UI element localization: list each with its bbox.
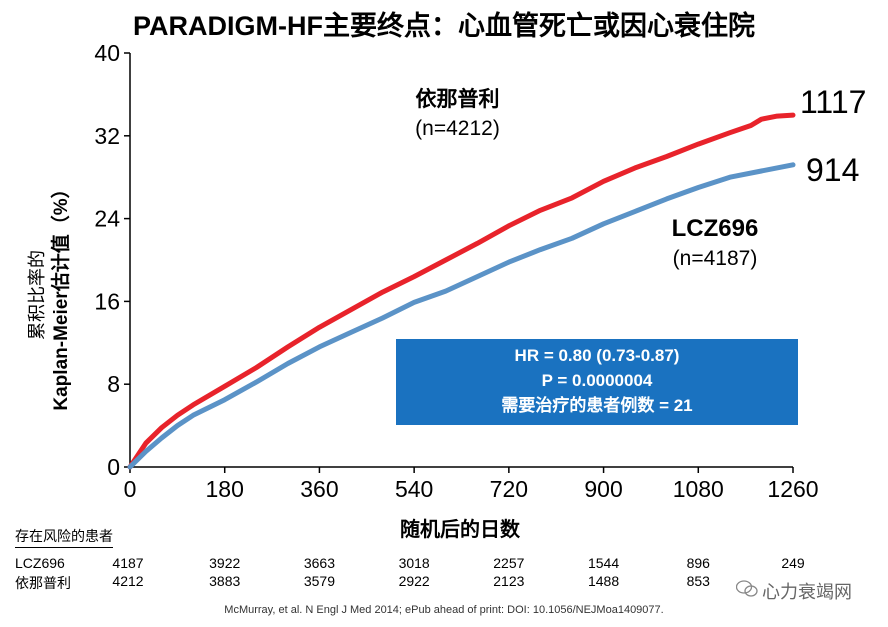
y-axis-label-line1: 累积比率的 bbox=[27, 250, 48, 340]
enalapril-annotation: 依那普利 (n=4212) bbox=[400, 84, 515, 144]
at-risk-cell: 249 bbox=[781, 555, 805, 571]
x-axis-label: 随机后的日数 bbox=[400, 519, 520, 541]
hazard-ratio-text: HR = 0.80 (0.73-0.87) bbox=[514, 346, 680, 365]
nnt-text: 需要治疗的患者例数 = 21 bbox=[501, 396, 693, 415]
at-risk-title: 存在风险的患者 bbox=[15, 526, 113, 548]
at-risk-cell: 2922 bbox=[398, 573, 430, 589]
enalapril-n: (n=4212) bbox=[415, 117, 500, 140]
at-risk-cell: 1544 bbox=[587, 555, 620, 571]
at-risk-cell: 3883 bbox=[209, 573, 241, 589]
at-risk-cell: 896 bbox=[686, 555, 710, 571]
y-tick-label: 32 bbox=[94, 123, 120, 149]
series-lines bbox=[127, 112, 796, 470]
chart-title: PARADIGM-HF主要终点：心血管死亡或因心衰住院 bbox=[133, 11, 755, 41]
x-tick-label: 1080 bbox=[673, 476, 724, 502]
at-risk-cell: 4212 bbox=[112, 573, 144, 589]
at-risk-row: LCZ696 4187 3922 3663 3018 2257 1544 896 249 bbox=[0, 555, 888, 573]
series-line-enalapril bbox=[127, 112, 796, 470]
at-risk-cell: 2257 bbox=[493, 555, 525, 571]
watermark: 心力衰竭网 bbox=[735, 578, 852, 604]
y-axis-label: 累积比率的 Kaplan-Meier估计值（%） bbox=[26, 135, 74, 455]
at-risk-cell: 3018 bbox=[398, 555, 430, 571]
series-line-lcz696 bbox=[127, 162, 796, 470]
enalapril-events-label: 1117 bbox=[800, 84, 867, 120]
at-risk-cell: 2123 bbox=[493, 573, 525, 589]
at-risk-cell: 853 bbox=[686, 573, 710, 589]
enalapril-name: 依那普利 bbox=[415, 86, 500, 111]
lcz696-name: LCZ696 bbox=[671, 215, 759, 242]
x-tick-label: 0 bbox=[124, 476, 137, 502]
at-risk-cell: 1488 bbox=[587, 573, 620, 589]
at-risk-row: 依那普利 4212 3883 3579 2922 2123 1488 853 bbox=[0, 573, 888, 591]
lcz696-events-label: 914 bbox=[806, 152, 860, 188]
x-tick-label: 540 bbox=[395, 476, 433, 502]
x-tick-label: 1260 bbox=[767, 476, 818, 502]
at-risk-cell: 4187 bbox=[112, 555, 144, 571]
ticks: 0 8 16 24 32 40 0 180 360 540 720 900 1080 1260 bbox=[94, 40, 818, 502]
lcz696-annotation: LCZ696 (n=4187) bbox=[650, 214, 780, 274]
x-tick-label: 720 bbox=[490, 476, 528, 502]
y-tick-label: 24 bbox=[94, 206, 120, 232]
y-tick-label: 40 bbox=[94, 40, 120, 66]
y-tick-label: 16 bbox=[94, 288, 120, 314]
y-tick-label: 0 bbox=[107, 454, 120, 480]
citation: McMurray, et al. N Engl J Med 2014; ePub… bbox=[224, 604, 664, 616]
at-risk-cell: 3922 bbox=[209, 555, 241, 571]
wechat-icon bbox=[735, 580, 758, 603]
at-risk-row-label: LCZ696 bbox=[15, 555, 65, 571]
x-tick-label: 180 bbox=[206, 476, 244, 502]
at-risk-cell: 3579 bbox=[303, 573, 335, 589]
y-tick-label: 8 bbox=[107, 371, 120, 397]
watermark-text: 心力衰竭网 bbox=[762, 582, 852, 602]
stats-box: HR = 0.80 (0.73-0.87) P = 0.0000004 需要治疗… bbox=[396, 339, 798, 425]
p-value-text: P = 0.0000004 bbox=[541, 371, 653, 390]
at-risk-row-label: 依那普利 bbox=[15, 575, 71, 591]
axes bbox=[129, 53, 793, 468]
lcz696-n: (n=4187) bbox=[672, 247, 758, 270]
y-axis-label-line2: Kaplan-Meier估计值（%） bbox=[51, 179, 72, 411]
x-tick-label: 360 bbox=[300, 476, 338, 502]
x-tick-label: 900 bbox=[584, 476, 622, 502]
at-risk-cell: 3663 bbox=[303, 555, 335, 571]
